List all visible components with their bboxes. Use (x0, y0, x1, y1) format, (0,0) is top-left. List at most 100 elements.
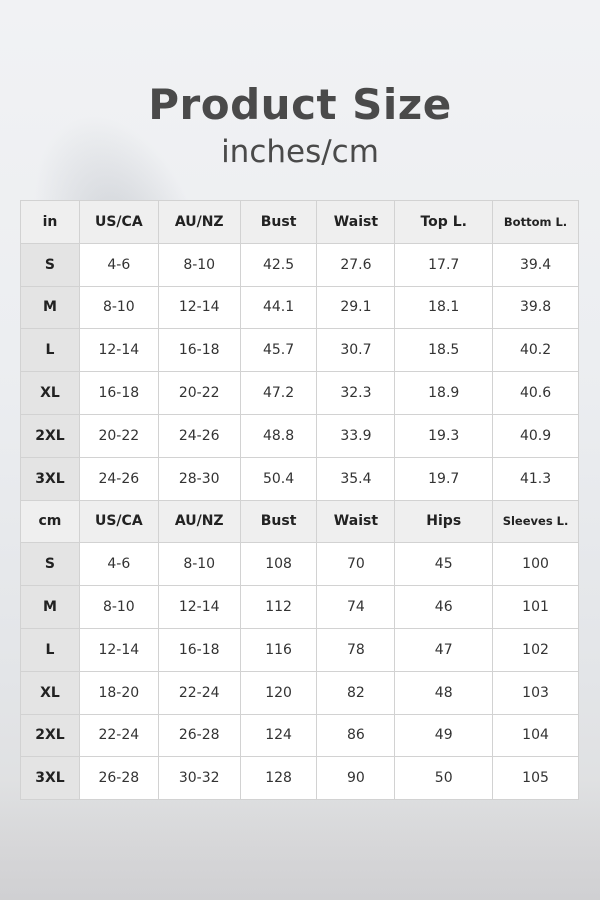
table-cell: 104 (492, 713, 579, 758)
size-label: M (20, 285, 80, 330)
column-header: in (20, 200, 80, 244)
column-header: Top L. (394, 200, 494, 244)
size-label: L (20, 627, 80, 672)
column-header: Bust (239, 499, 318, 544)
column-header: cm (20, 499, 80, 544)
table-cell: 128 (239, 756, 318, 801)
column-header: Bottom L. (492, 200, 579, 244)
table-cell: 4-6 (78, 242, 159, 287)
page-title: Product Size (148, 80, 452, 129)
table-cell: 78 (316, 627, 396, 672)
table-cell: 120 (239, 670, 318, 715)
table-cell: 102 (492, 627, 579, 672)
column-header: Waist (316, 499, 396, 544)
table-cell: 18.5 (394, 328, 494, 373)
table-cell: 28-30 (157, 456, 241, 501)
table-cell: 29.1 (316, 285, 396, 330)
table-cell: 48.8 (239, 413, 318, 458)
size-label: 2XL (20, 413, 80, 458)
table-cell: 47.2 (239, 371, 318, 415)
size-label: L (20, 328, 80, 373)
column-header: Sleeves L. (492, 499, 579, 544)
column-header: US/CA (78, 499, 159, 544)
table-row: S 4-6 8-10 42.5 27.6 17.7 39.4 (20, 242, 579, 287)
table-cell: 4-6 (78, 542, 159, 587)
table-cell: 12-14 (78, 627, 159, 672)
table-cell: 18.9 (394, 371, 494, 415)
table-cell: 22-24 (78, 713, 159, 758)
table-row: XL 18-20 22-24 120 82 48 103 (20, 670, 579, 715)
table-cell: 103 (492, 670, 579, 715)
size-label: S (20, 242, 80, 287)
table-cell: 20-22 (157, 371, 241, 415)
table-cell: 24-26 (157, 413, 241, 458)
table-cell: 105 (492, 756, 579, 801)
size-label: XL (20, 670, 80, 715)
size-label: 3XL (20, 456, 80, 501)
table-cell: 46 (394, 585, 494, 629)
table-cell: 30.7 (316, 328, 396, 373)
table-cell: 16-18 (78, 371, 159, 415)
table-row: 3XL 24-26 28-30 50.4 35.4 19.7 41.3 (20, 456, 579, 501)
table-cell: 12-14 (78, 328, 159, 373)
table-cell: 18.1 (394, 285, 494, 330)
size-label: S (20, 542, 80, 587)
table-cell: 8-10 (78, 585, 159, 629)
table-cell: 12-14 (157, 285, 241, 330)
table-cell: 50.4 (239, 456, 318, 501)
table-row: 3XL 26-28 30-32 128 90 50 105 (20, 756, 579, 801)
table-cell: 42.5 (239, 242, 318, 287)
column-header: Hips (394, 499, 494, 544)
table-cell: 47 (394, 627, 494, 672)
size-label: 3XL (20, 756, 80, 801)
table-row: L 12-14 16-18 116 78 47 102 (20, 627, 579, 672)
table-cell: 86 (316, 713, 396, 758)
table-cell: 17.7 (394, 242, 494, 287)
table-row: S 4-6 8-10 108 70 45 100 (20, 542, 579, 587)
inches-header-row: in US/CA AU/NZ Bust Waist Top L. Bottom L. (20, 200, 579, 244)
column-header: AU/NZ (157, 499, 241, 544)
table-cell: 19.7 (394, 456, 494, 501)
size-chart-table: in US/CA AU/NZ Bust Waist Top L. Bottom L. S 4-6… (20, 200, 579, 801)
table-cell: 82 (316, 670, 396, 715)
table-cell: 30-32 (157, 756, 241, 801)
table-cell: 40.6 (492, 371, 579, 415)
table-cell: 49 (394, 713, 494, 758)
table-cell: 112 (239, 585, 318, 629)
table-cell: 101 (492, 585, 579, 629)
table-cell: 8-10 (78, 285, 159, 330)
table-row: M 8-10 12-14 44.1 29.1 18.1 39.8 (20, 285, 579, 330)
table-cell: 48 (394, 670, 494, 715)
column-header: AU/NZ (157, 200, 241, 244)
table-cell: 12-14 (157, 585, 241, 629)
column-header: US/CA (78, 200, 159, 244)
table-cell: 45.7 (239, 328, 318, 373)
table-cell: 40.9 (492, 413, 579, 458)
table-cell: 8-10 (157, 542, 241, 587)
table-cell: 70 (316, 542, 396, 587)
table-cell: 50 (394, 756, 494, 801)
size-label: 2XL (20, 713, 80, 758)
size-label: XL (20, 371, 80, 415)
table-row: XL 16-18 20-22 47.2 32.3 18.9 40.6 (20, 371, 579, 415)
cm-header-row: cm US/CA AU/NZ Bust Waist Hips Sleeves L. (20, 499, 579, 544)
table-cell: 39.4 (492, 242, 579, 287)
table-cell: 74 (316, 585, 396, 629)
table-cell: 108 (239, 542, 318, 587)
size-label: M (20, 585, 80, 629)
table-cell: 26-28 (157, 713, 241, 758)
table-cell: 16-18 (157, 627, 241, 672)
table-cell: 116 (239, 627, 318, 672)
table-cell: 19.3 (394, 413, 494, 458)
table-row: 2XL 22-24 26-28 124 86 49 104 (20, 713, 579, 758)
table-cell: 39.8 (492, 285, 579, 330)
page-subtitle: inches/cm (221, 134, 379, 170)
table-cell: 45 (394, 542, 494, 587)
table-cell: 26-28 (78, 756, 159, 801)
table-row: L 12-14 16-18 45.7 30.7 18.5 40.2 (20, 328, 579, 373)
table-cell: 100 (492, 542, 579, 587)
table-cell: 44.1 (239, 285, 318, 330)
column-header: Waist (316, 200, 396, 244)
table-cell: 41.3 (492, 456, 579, 501)
table-cell: 8-10 (157, 242, 241, 287)
